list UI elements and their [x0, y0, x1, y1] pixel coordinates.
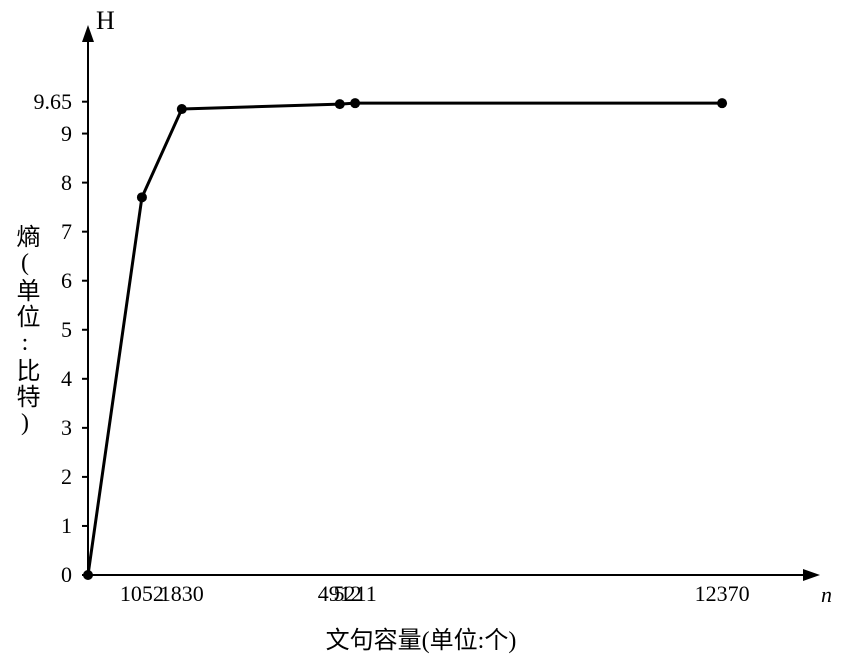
- y-axis-title: H: [96, 6, 115, 36]
- data-marker: [350, 98, 360, 108]
- data-line: [88, 103, 722, 575]
- y-tick-label: 3: [12, 415, 72, 441]
- entropy-chart: 熵(单位:比特) 文句容量(单位:个) H n 01234567899.65 1…: [0, 0, 842, 661]
- y-axis-arrow: [82, 25, 94, 42]
- y-tick-label: 6: [12, 268, 72, 294]
- y-tick-label: 2: [12, 464, 72, 490]
- x-axis-var: n: [821, 582, 832, 608]
- y-tick-label: 8: [12, 170, 72, 196]
- x-tick-label: 5211: [334, 581, 377, 607]
- x-tick-label: 1052: [120, 581, 164, 607]
- chart-svg: [0, 0, 842, 661]
- data-marker: [177, 104, 187, 114]
- y-tick-label: 4: [12, 366, 72, 392]
- y-tick-label: 9: [12, 121, 72, 147]
- x-tick-label: 12370: [695, 581, 750, 607]
- y-tick-label: 1: [12, 513, 72, 539]
- y-tick-label: 7: [12, 219, 72, 245]
- data-marker: [137, 192, 147, 202]
- data-marker: [335, 99, 345, 109]
- x-axis-label: 文句容量(单位:个): [0, 620, 842, 655]
- y-tick-label: 5: [12, 317, 72, 343]
- y-tick-label: 0: [12, 562, 72, 588]
- x-axis-arrow: [803, 569, 820, 581]
- data-marker: [717, 98, 727, 108]
- y-tick-label-special: 9.65: [12, 89, 72, 115]
- x-tick-label: 1830: [160, 581, 204, 607]
- data-marker: [83, 570, 93, 580]
